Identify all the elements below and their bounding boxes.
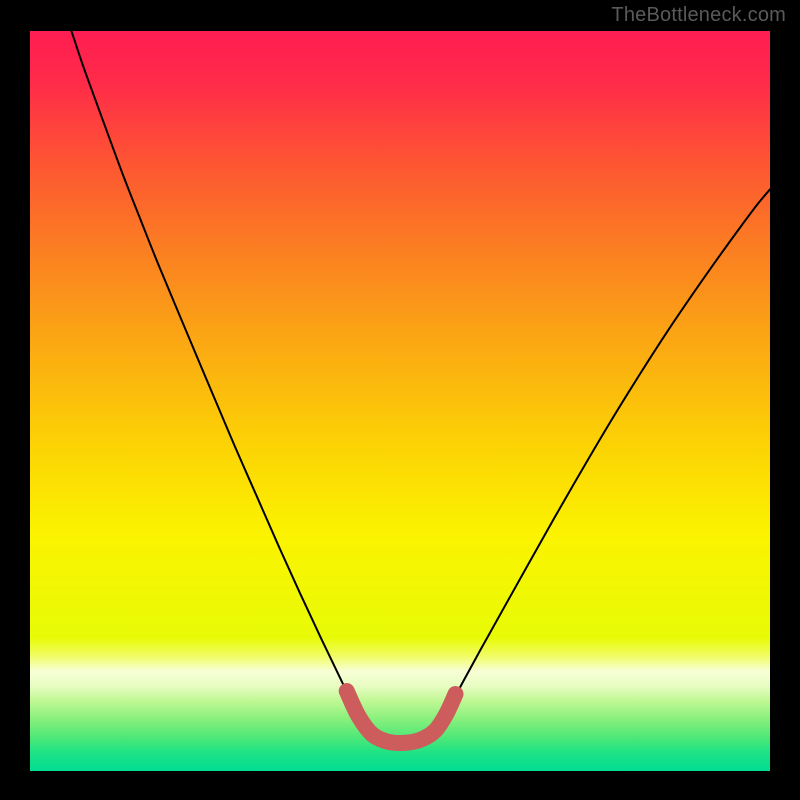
bottleneck-chart	[0, 0, 800, 800]
watermark-text: TheBottleneck.com	[611, 4, 786, 27]
gradient-plot-area	[30, 31, 770, 771]
